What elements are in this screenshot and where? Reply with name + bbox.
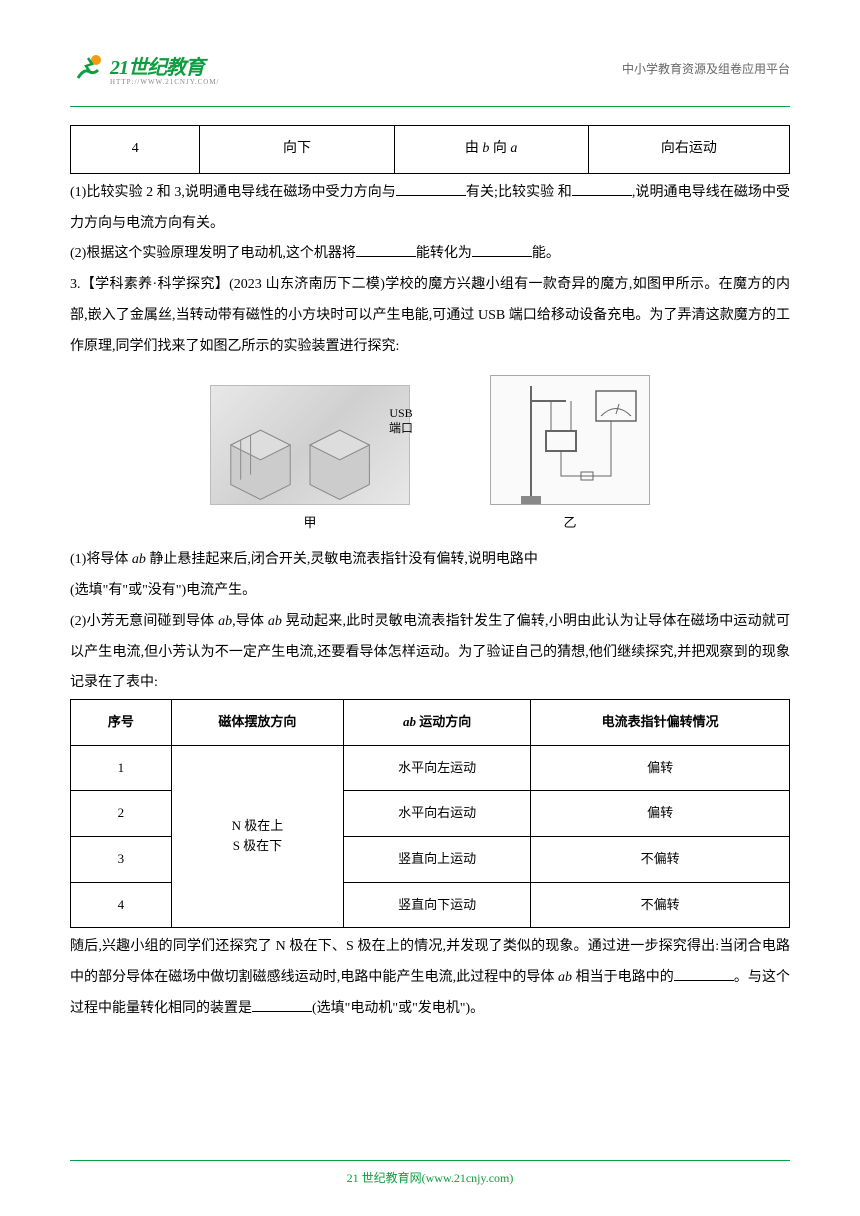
- header-right-text: 中小学教育资源及组卷应用平台: [622, 60, 790, 77]
- apparatus-image: [490, 375, 650, 505]
- usb-label: USB 端口: [389, 406, 413, 437]
- logo-text: 21世纪教育: [110, 51, 220, 80]
- question-3-1: (1)将导体 ab 静止悬挂起来后,闭合开关,灵敏电流表指针没有偏转,说明电路中…: [70, 545, 790, 607]
- merged-cell: N 极在上S 极在下: [171, 745, 344, 927]
- table-row: 4 向下 由 b 向 a 向右运动: [71, 126, 790, 174]
- header-divider: [70, 106, 790, 107]
- question-1-1: (1)比较实验 2 和 3,说明通电导线在磁场中受力方向与有关;比较实验 和,说…: [70, 178, 790, 240]
- footer-divider: [70, 1160, 790, 1161]
- table-2: 序号 磁体摆放方向 ab 运动方向 电流表指针偏转情况 1 N 极在上S 极在下…: [70, 699, 790, 928]
- logo: 21世纪教育 HTTP://WWW.21CNJY.COM/: [70, 50, 220, 86]
- page-footer: 21 世纪教育网(www.21cnjy.com): [0, 1160, 860, 1186]
- figure-b: 乙: [490, 375, 650, 538]
- question-3-conclusion: 随后,兴趣小组的同学们还探究了 N 极在下、S 极在上的情况,并发现了类似的现象…: [70, 932, 790, 1024]
- figure-label-b: 乙: [490, 509, 650, 538]
- table-cell: 4: [71, 126, 200, 174]
- figure-label-a: 甲: [210, 509, 410, 538]
- logo-url: HTTP://WWW.21CNJY.COM/: [110, 78, 220, 86]
- table-header: 电流表指针偏转情况: [531, 700, 790, 746]
- table-header: ab 运动方向: [344, 700, 531, 746]
- table-header: 磁体摆放方向: [171, 700, 344, 746]
- table-1: 4 向下 由 b 向 a 向右运动: [70, 125, 790, 174]
- table-cell: 向下: [200, 126, 394, 174]
- figure-row: USB 端口 甲: [70, 375, 790, 538]
- page-header: 21世纪教育 HTTP://WWW.21CNJY.COM/ 中小学教育资源及组卷…: [70, 50, 790, 86]
- main-content: 4 向下 由 b 向 a 向右运动 (1)比较实验 2 和 3,说明通电导线在磁…: [70, 125, 790, 1025]
- table-cell: 由 b 向 a: [465, 141, 518, 156]
- footer-text: 21 世纪教育网(www.21cnjy.com): [0, 1169, 860, 1186]
- table-header-row: 序号 磁体摆放方向 ab 运动方向 电流表指针偏转情况: [71, 700, 790, 746]
- question-3-intro: 3.【学科素养·科学探究】(2023 山东济南历下二模)学校的魔方兴趣小组有一款…: [70, 270, 790, 362]
- question-1-2: (2)根据这个实验原理发明了电动机,这个机器将能转化为能。: [70, 239, 790, 270]
- logo-icon: [70, 50, 106, 86]
- table-header: 序号: [71, 700, 172, 746]
- figure-a: USB 端口 甲: [210, 385, 410, 538]
- question-3-2: (2)小芳无意间碰到导体 ab,导体 ab 晃动起来,此时灵敏电流表指针发生了偏…: [70, 607, 790, 699]
- table-row: 1 N 极在上S 极在下 水平向左运动 偏转: [71, 745, 790, 791]
- cube-image: USB 端口: [210, 385, 410, 505]
- table-cell: 向右运动: [588, 126, 789, 174]
